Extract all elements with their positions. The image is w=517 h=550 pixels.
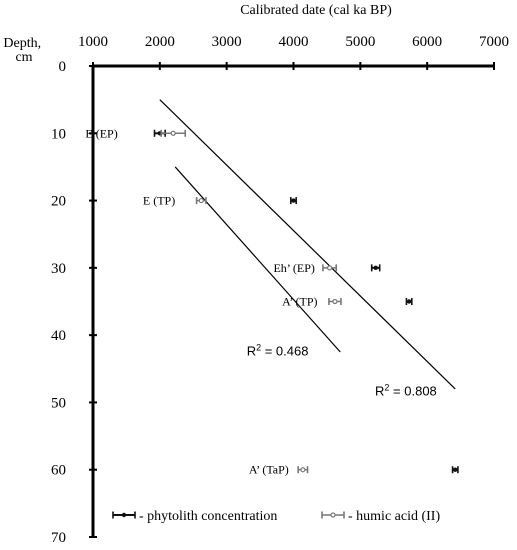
trendline <box>159 99 456 390</box>
x-tick-label: 6000 <box>412 34 442 50</box>
axes: 1000 2000 3000 4000 5000 6000 7000 0 10 20 30 40 50 6… <box>51 34 509 546</box>
trendline <box>174 166 341 353</box>
point-label: A’ (TaP) <box>249 463 289 477</box>
r-squared-label: R2 = 0.808 <box>375 383 437 399</box>
legend-humic: - humic acid (II) <box>321 509 440 524</box>
point-label: E (TP) <box>143 194 175 208</box>
y-tick-label: 30 <box>51 261 66 277</box>
legend-label: - phytolith concentration <box>139 509 277 524</box>
y-tick-label: 10 <box>51 126 66 142</box>
y-axis-title-line-1: Depth, <box>3 36 41 51</box>
x-tick-label: 3000 <box>212 34 242 50</box>
y-tick-label: 0 <box>59 59 67 75</box>
point-label: A’ (TP) <box>282 295 317 309</box>
y-tick-label: 50 <box>51 395 66 411</box>
y-axis-title: Depth, cm <box>3 36 44 65</box>
y-tick-label: 70 <box>51 530 66 546</box>
humic-point <box>195 197 207 205</box>
phytolith-point <box>405 298 413 305</box>
point-label: E (EP) <box>85 126 117 140</box>
x-tick-label: 4000 <box>279 34 309 50</box>
humic-point <box>322 264 338 272</box>
x-tick-label: 1000 <box>78 34 108 50</box>
x-tick-label: 7000 <box>479 34 509 50</box>
legend-label: - humic acid (II) <box>348 509 440 524</box>
humic-point <box>328 298 342 305</box>
y-tick-label: 20 <box>51 194 66 210</box>
x-tick-label: 2000 <box>145 34 175 50</box>
phytolith-point <box>290 197 297 205</box>
r-squared-label: R2 = 0.468 <box>247 342 309 358</box>
x-axis-title: Calibrated date (cal ka BP) <box>240 3 392 18</box>
data-points <box>153 129 459 474</box>
humic-point <box>297 466 309 474</box>
phytolith-point <box>370 264 381 272</box>
legend: - phytolith concentration - humic acid (I… <box>112 509 440 524</box>
y-tick-label: 60 <box>51 463 66 479</box>
point-label: Eh’ (EP) <box>273 261 314 275</box>
phytolith-point <box>451 466 459 474</box>
x-tick-label: 5000 <box>345 34 375 50</box>
trendlines: R2 = 0.808 R2 = 0.468 <box>159 99 456 399</box>
annotations: E (EP) E (TP) Eh’ (EP) A’ (TP) A’ (TaP) <box>85 126 317 476</box>
y-tick-label: 40 <box>51 328 66 344</box>
y-axis-title-line-2: cm <box>15 50 32 65</box>
legend-phytolith: - phytolith concentration <box>112 509 277 524</box>
humic-point <box>160 129 187 137</box>
